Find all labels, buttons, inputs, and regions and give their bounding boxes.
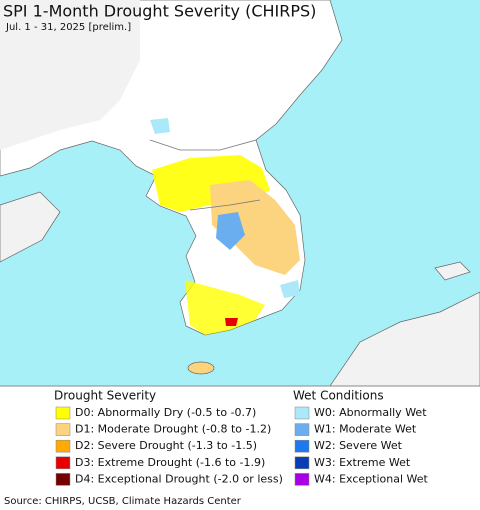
legend-swatch bbox=[294, 423, 310, 436]
legend-label: W4: Exceptional Wet bbox=[314, 472, 429, 485]
w0-area-2 bbox=[280, 280, 300, 298]
legend-swatch bbox=[294, 406, 310, 420]
source: Source: CHIRPS, UCSB, Climate Hazards Ce… bbox=[4, 496, 242, 507]
legend-swatch bbox=[294, 473, 310, 486]
japan bbox=[329, 291, 480, 387]
legend-label: W3: Extreme Wet bbox=[314, 456, 411, 469]
legend-label: D2: Severe Drought (-1.3 to -1.5) bbox=[75, 439, 257, 452]
china-land bbox=[0, 0, 140, 150]
subtitle: Jul. 1 - 31, 2025 [prelim.] bbox=[5, 22, 131, 33]
d0-south bbox=[185, 280, 265, 335]
legend-label: D4: Exceptional Drought (-2.0 or less) bbox=[75, 472, 283, 485]
legend-swatch bbox=[55, 439, 71, 453]
legend-swatch bbox=[55, 423, 71, 436]
legend-label: W0: Abnormally Wet bbox=[314, 406, 427, 419]
legend-label: D0: Abnormally Dry (-0.5 to -0.7) bbox=[75, 406, 256, 419]
d1-area bbox=[210, 180, 300, 275]
legend-swatch bbox=[294, 456, 310, 470]
d3-spot bbox=[225, 318, 238, 326]
island bbox=[434, 261, 471, 281]
legend-swatch bbox=[55, 473, 71, 486]
legend-swatch bbox=[55, 406, 71, 420]
legend-title: Drought Severity bbox=[54, 389, 156, 403]
map bbox=[0, 0, 480, 387]
legend-swatch bbox=[294, 439, 310, 453]
legend-swatch bbox=[55, 456, 71, 470]
legend-label: D3: Extreme Drought (-1.6 to -1.9) bbox=[75, 456, 265, 469]
border bbox=[149, 139, 261, 211]
legend-label: D1: Moderate Drought (-0.8 to -1.2) bbox=[75, 423, 271, 436]
china-coast bbox=[0, 191, 61, 263]
legend-label: W1: Moderate Wet bbox=[314, 423, 417, 436]
legend-label: W2: Severe Wet bbox=[314, 439, 403, 452]
jeju bbox=[187, 361, 215, 375]
w1-area bbox=[216, 212, 245, 250]
legend-title: Wet Conditions bbox=[293, 389, 384, 403]
w0-area bbox=[150, 118, 170, 134]
title: SPI 1-Month Drought Severity (CHIRPS) bbox=[3, 2, 316, 21]
